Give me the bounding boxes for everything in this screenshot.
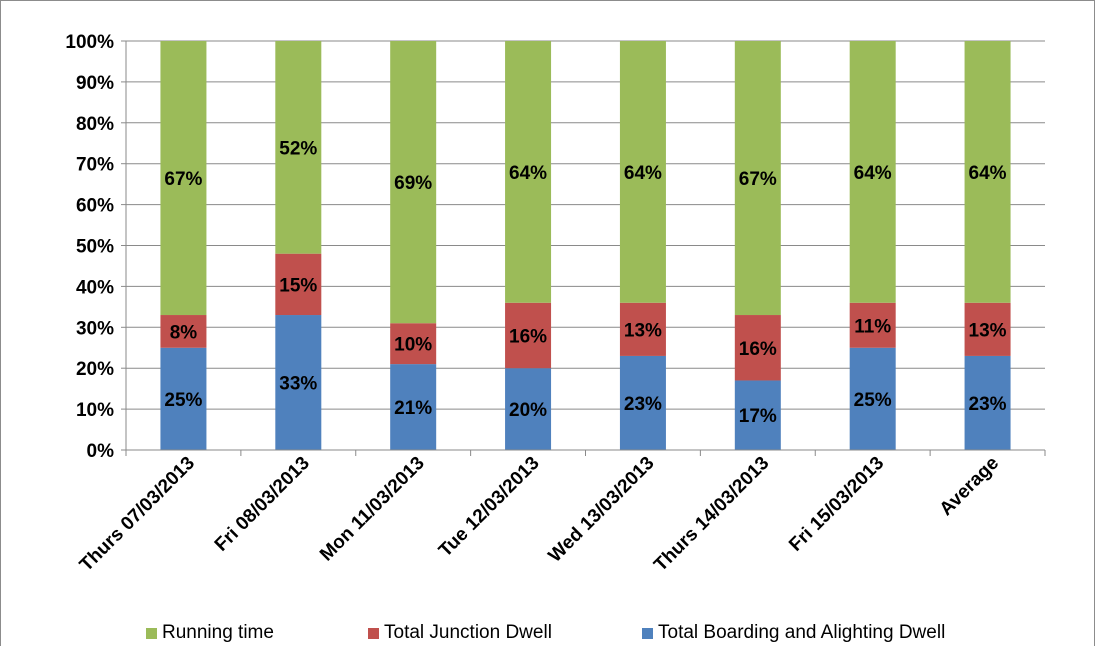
- data-label: 16%: [509, 326, 547, 347]
- data-label: 25%: [164, 390, 202, 411]
- legend-label: Running time: [162, 622, 274, 643]
- y-tick-label: 0%: [87, 441, 115, 462]
- data-label: 21%: [394, 398, 432, 419]
- bar-segment: [160, 41, 207, 316]
- x-category-label: Tue 12/03/2013: [435, 453, 544, 562]
- x-category-label: Mon 11/03/2013: [316, 453, 429, 566]
- legend-swatch: [368, 627, 379, 639]
- bar-segment: [964, 302, 1011, 356]
- gridlines: [121, 40, 1045, 451]
- bar-segment: [734, 315, 781, 381]
- y-tick-label: 70%: [76, 155, 114, 176]
- x-category-label: Average: [936, 453, 1003, 520]
- data-label: 64%: [969, 163, 1007, 184]
- bars: [160, 41, 1011, 450]
- data-label: 11%: [854, 316, 891, 337]
- y-tick-label: 50%: [76, 237, 114, 258]
- data-label: 23%: [624, 394, 662, 415]
- legend-swatch: [146, 627, 157, 639]
- data-label: 64%: [854, 163, 892, 184]
- bar-segment: [734, 41, 781, 316]
- bar-segment: [619, 355, 666, 450]
- bar-segment: [619, 41, 666, 303]
- data-label: 17%: [739, 406, 777, 427]
- data-label: 20%: [509, 400, 547, 421]
- y-tick-label: 60%: [76, 196, 114, 217]
- bar-segment: [390, 364, 437, 450]
- legend: Running time Total Junction Dwell Total …: [0, 622, 1097, 646]
- bar-segment: [734, 380, 781, 450]
- y-tick-label: 10%: [76, 400, 114, 421]
- y-tick-label: 40%: [76, 277, 114, 298]
- bar-segment: [160, 315, 207, 348]
- y-tick-label: 20%: [76, 359, 114, 380]
- bar-segment: [964, 41, 1011, 303]
- x-category-label: Thurs 07/03/2013: [76, 453, 199, 576]
- bar-segment: [505, 368, 552, 450]
- bar-segment: [275, 253, 322, 316]
- data-label: 67%: [164, 169, 202, 190]
- data-label: 33%: [279, 374, 317, 395]
- legend-label: Total Boarding and Alighting Dwell: [658, 622, 946, 643]
- x-category-label: Wed 13/03/2013: [545, 453, 659, 567]
- stacked-bar-chart: 0% 10% 20% 30% 40% 50% 60% 70% 80% 90% 100% Thurs …: [65, 32, 1046, 576]
- data-label: 69%: [394, 173, 432, 194]
- bar-segment: [275, 315, 322, 450]
- y-tick-label: 90%: [76, 73, 114, 94]
- bar-segment: [849, 302, 896, 348]
- y-tick-label: 30%: [76, 318, 114, 339]
- data-label: 15%: [279, 275, 317, 296]
- axes: [125, 41, 1046, 456]
- data-labels: 25% 8% 67% 33% 15% 52% 21% 10% 69% 20% 16% 64% 23% 13…: [164, 138, 1006, 427]
- bar-segment: [275, 41, 322, 254]
- data-label: 23%: [969, 394, 1007, 415]
- data-label: 64%: [509, 163, 547, 184]
- x-category-label: Fri 08/03/2013: [211, 453, 314, 556]
- bar-segment: [619, 302, 666, 356]
- data-label: 16%: [739, 339, 777, 360]
- bar-segment: [964, 355, 1011, 450]
- data-label: 10%: [394, 335, 432, 356]
- data-label: 52%: [279, 138, 317, 159]
- bar-segment: [849, 41, 896, 303]
- data-label: 13%: [624, 320, 662, 341]
- data-label: 64%: [624, 163, 662, 184]
- data-label: 67%: [739, 169, 777, 190]
- y-tick-label: 100%: [65, 32, 114, 53]
- legend-swatch: [642, 627, 653, 639]
- x-category-label: Thurs 14/03/2013: [650, 453, 773, 576]
- legend-item-junction-dwell: Total Junction Dwell: [368, 622, 552, 644]
- bar-segment: [160, 347, 207, 450]
- bar-segment: [505, 302, 552, 369]
- y-tick-labels: 0% 10% 20% 30% 40% 50% 60% 70% 80% 90% 100%: [65, 32, 114, 462]
- data-label: 8%: [170, 322, 198, 343]
- bar-segment: [849, 347, 896, 450]
- data-label: 13%: [969, 320, 1007, 341]
- legend-item-running-time: Running time: [146, 622, 274, 644]
- legend-label: Total Junction Dwell: [384, 622, 552, 643]
- y-tick-label: 80%: [76, 114, 114, 135]
- bar-segment: [390, 41, 437, 324]
- x-category-labels: Thurs 07/03/2013 Fri 08/03/2013 Mon 11/03/…: [76, 453, 1003, 576]
- data-label: 25%: [854, 390, 892, 411]
- bar-segment: [390, 323, 437, 365]
- bar-segment: [505, 41, 552, 303]
- x-category-label: Fri 15/03/2013: [785, 453, 888, 556]
- legend-item-boarding-alighting-dwell: Total Boarding and Alighting Dwell: [642, 622, 945, 644]
